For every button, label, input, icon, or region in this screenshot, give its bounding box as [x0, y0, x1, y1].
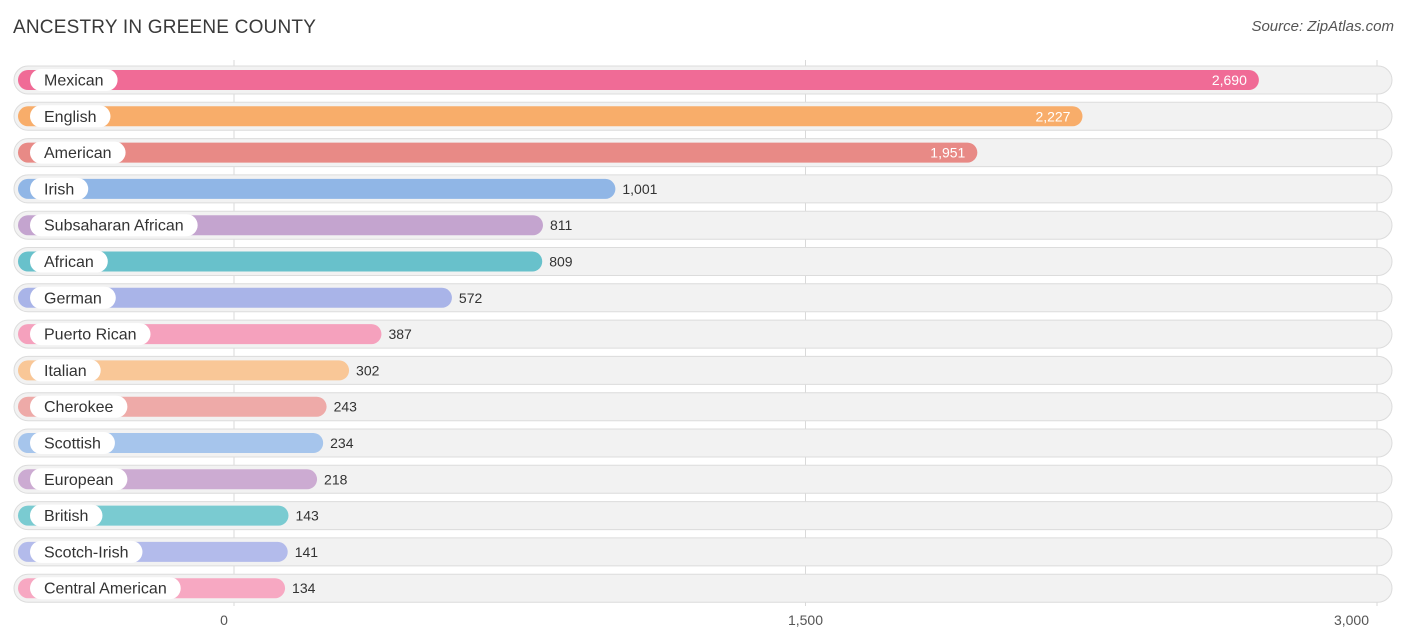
category-label: Irish: [44, 181, 74, 198]
value-label: 1,951: [930, 145, 965, 161]
chart-title: ANCESTRY IN GREENE COUNTY: [13, 17, 317, 38]
bar-track: [13, 573, 1393, 603]
value-label: 234: [330, 435, 354, 451]
category-label: German: [44, 290, 102, 307]
category-label: American: [44, 145, 112, 162]
category-label: Subsaharan African: [44, 218, 184, 235]
category-label: European: [44, 472, 113, 489]
value-label: 141: [295, 544, 319, 560]
value-label: 1,001: [622, 181, 657, 197]
value-label: 134: [292, 580, 316, 596]
category-label-pill: [30, 577, 181, 600]
bar[interactable]: [18, 142, 978, 163]
category-label-pill: [30, 177, 89, 200]
category-label: English: [44, 109, 96, 126]
bar[interactable]: [18, 70, 1259, 90]
category-label: Central American: [44, 581, 167, 598]
x-tick-label: 0: [220, 612, 228, 628]
bar[interactable]: [18, 178, 616, 199]
value-label: 218: [324, 471, 348, 487]
category-label-pill: [30, 250, 108, 273]
bar-track: [13, 464, 1393, 494]
category-label: Scotch-Irish: [44, 544, 128, 561]
category-label-pill: [30, 468, 128, 491]
bar-track: [13, 537, 1393, 567]
value-label: 809: [549, 254, 573, 270]
source-attribution: Source: ZipAtlas.com: [1251, 18, 1394, 35]
bar[interactable]: [18, 360, 350, 381]
value-label: 387: [388, 326, 412, 342]
category-label: Puerto Rican: [44, 327, 137, 344]
value-label: 2,227: [1035, 108, 1070, 124]
bar-track: [13, 392, 1393, 422]
x-tick-label: 1,500: [788, 612, 823, 628]
value-label: 302: [356, 362, 380, 378]
category-label-pill: [30, 214, 198, 237]
bar[interactable]: [18, 287, 452, 308]
category-label-pill: [30, 540, 143, 563]
bar[interactable]: [18, 251, 543, 272]
bar-track: [13, 501, 1393, 531]
category-label: Scottish: [44, 436, 101, 453]
category-label-pill: [30, 432, 115, 454]
category-label-pill: [30, 504, 103, 527]
value-label: 243: [334, 399, 358, 415]
category-label-pill: [30, 395, 128, 418]
category-label-pill: [30, 286, 116, 309]
category-label-pill: [30, 105, 111, 128]
category-label-pill: [30, 141, 126, 164]
bar-track: [13, 355, 1393, 385]
value-label: 2,690: [1212, 72, 1247, 88]
value-label: 572: [459, 290, 483, 306]
bar-track: [13, 428, 1393, 458]
value-label: 811: [550, 217, 573, 233]
category-label-pill: [30, 69, 118, 91]
category-label-pill: [30, 323, 151, 346]
x-tick-label: 3,000: [1334, 612, 1369, 628]
category-label-pill: [30, 359, 101, 382]
category-label: Mexican: [44, 73, 104, 90]
bar[interactable]: [18, 106, 1083, 127]
category-label: Cherokee: [44, 399, 113, 416]
category-label: Italian: [44, 363, 87, 380]
category-label: British: [44, 508, 88, 525]
value-label: 143: [295, 508, 319, 524]
category-label: African: [44, 254, 94, 271]
